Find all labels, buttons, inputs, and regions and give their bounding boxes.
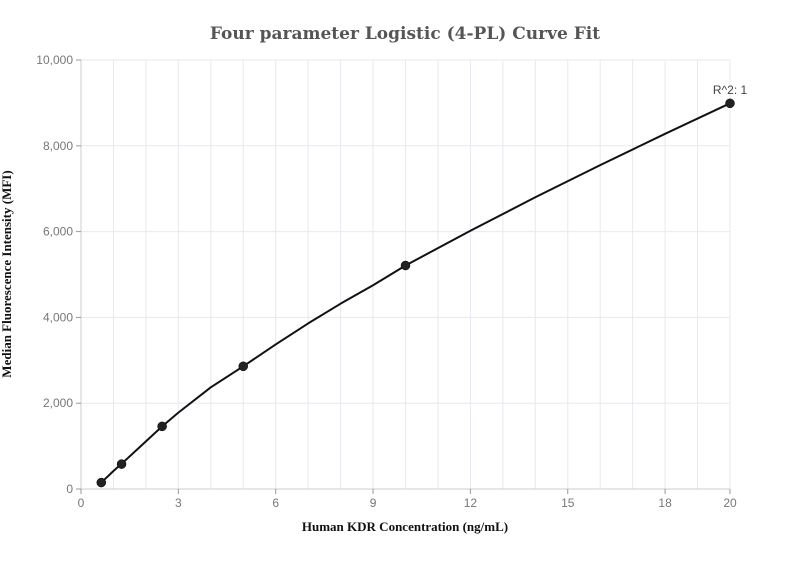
y-tick-label: 10,000: [36, 53, 73, 67]
x-tick-label: 0: [78, 496, 85, 510]
chart-title: Four parameter Logistic (4-PL) Curve Fit: [210, 24, 600, 44]
x-tick-label: 9: [370, 496, 377, 510]
r-squared-annotation: R^2: 1: [713, 83, 748, 97]
y-tick-label: 2,000: [43, 396, 73, 410]
data-point: [157, 421, 167, 432]
y-axis-title: Median Fluorescence Intensity (MFI): [0, 170, 14, 377]
axes: 0 3 6 9 12 15 18 20 0 2,000 4,000 6,000 8,000 10,000: [36, 53, 737, 510]
x-tick-label: 6: [272, 496, 279, 510]
x-tick-label: 18: [658, 496, 672, 510]
y-tick-label: 0: [66, 482, 73, 496]
fit-curve-layer: [100, 102, 731, 484]
x-tick-label: 15: [561, 496, 575, 510]
x-tick-label: 20: [723, 496, 737, 510]
x-tick-label: 3: [175, 496, 182, 510]
y-tick-label: 6,000: [43, 225, 73, 239]
data-points: [96, 98, 735, 488]
data-point: [400, 260, 411, 271]
x-tick-label: 12: [464, 496, 478, 510]
data-point: [96, 477, 107, 488]
data-point: [116, 459, 127, 469]
grid: [81, 59, 731, 489]
x-axis-title: Human KDR Concentration (ng/mL): [302, 519, 508, 534]
fit-curve: [100, 102, 731, 484]
data-point: [238, 361, 248, 372]
y-tick-label: 4,000: [43, 310, 73, 324]
y-tick-label: 8,000: [43, 139, 73, 153]
data-point: [725, 98, 735, 109]
